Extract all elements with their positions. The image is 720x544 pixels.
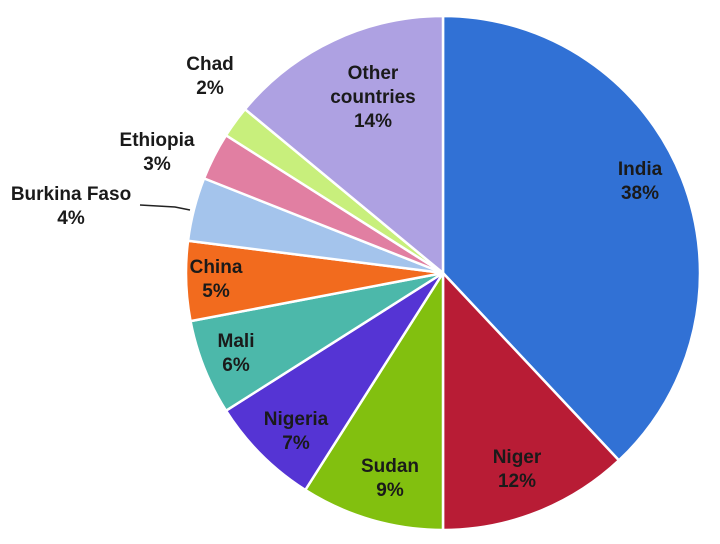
slice-percent-ethiopia: 3%: [143, 154, 171, 175]
slice-percent-china: 5%: [202, 281, 230, 302]
slice-label-india: India 38%: [618, 159, 663, 204]
pie-slice-sudan: [304, 271, 445, 532]
slice-label-other-countries: Other countries 14%: [330, 63, 416, 132]
pie-slice-niger: [441, 271, 621, 532]
slice-name-mali: Mali: [218, 331, 255, 352]
slice-percent-sudan: 9%: [376, 480, 404, 501]
slice-label-niger: Niger 12%: [493, 447, 542, 492]
pie-slice-other-countries: [243, 14, 445, 275]
slice-label-ethiopia: Ethiopia 3%: [120, 130, 195, 175]
slice-name-chad: Chad: [186, 54, 234, 75]
slice-name-nigeria: Nigeria: [264, 409, 329, 430]
slice-label-chad: Chad 2%: [186, 54, 234, 99]
slice-name-ethiopia: Ethiopia: [120, 130, 195, 151]
leader-lines-layer: [139, 204, 191, 211]
pie-slice-india: [441, 14, 702, 462]
slice-name-burkina-faso: Burkina Faso: [11, 184, 131, 205]
slice-label-mali: Mali 6%: [218, 331, 255, 376]
slice-percent-niger: 12%: [498, 471, 536, 492]
slices-layer: [184, 14, 702, 532]
slice-percent-nigeria: 7%: [282, 433, 310, 454]
slice-label-china: China 5%: [190, 257, 243, 302]
slice-name-china: China: [190, 257, 243, 278]
slice-label-nigeria: Nigeria 7%: [264, 409, 329, 454]
slice-name-sudan: Sudan: [361, 456, 419, 477]
slice-label-sudan: Sudan 9%: [361, 456, 419, 501]
slice-name-other-countries: Other: [348, 63, 399, 84]
labels-layer: India 38% Niger 12% Sudan 9% Nigeria 7% Mali 6% Ch…: [11, 54, 663, 501]
leader-line-burkina-faso: [139, 204, 191, 211]
slice-name-india: India: [618, 159, 663, 180]
slice-name-niger: Niger: [493, 447, 542, 468]
slice-percent-india: 38%: [621, 183, 659, 204]
slice-percent-chad: 2%: [196, 78, 224, 99]
pie-slice-nigeria: [224, 271, 445, 492]
slice-label-burkina-faso: Burkina Faso 4%: [11, 184, 131, 229]
slice-percent-burkina-faso: 4%: [57, 208, 85, 229]
slice-percent-other-countries: 14%: [354, 111, 392, 132]
slice-percent-mali: 6%: [222, 355, 250, 376]
slice-name-other-countries: countries: [330, 87, 416, 108]
